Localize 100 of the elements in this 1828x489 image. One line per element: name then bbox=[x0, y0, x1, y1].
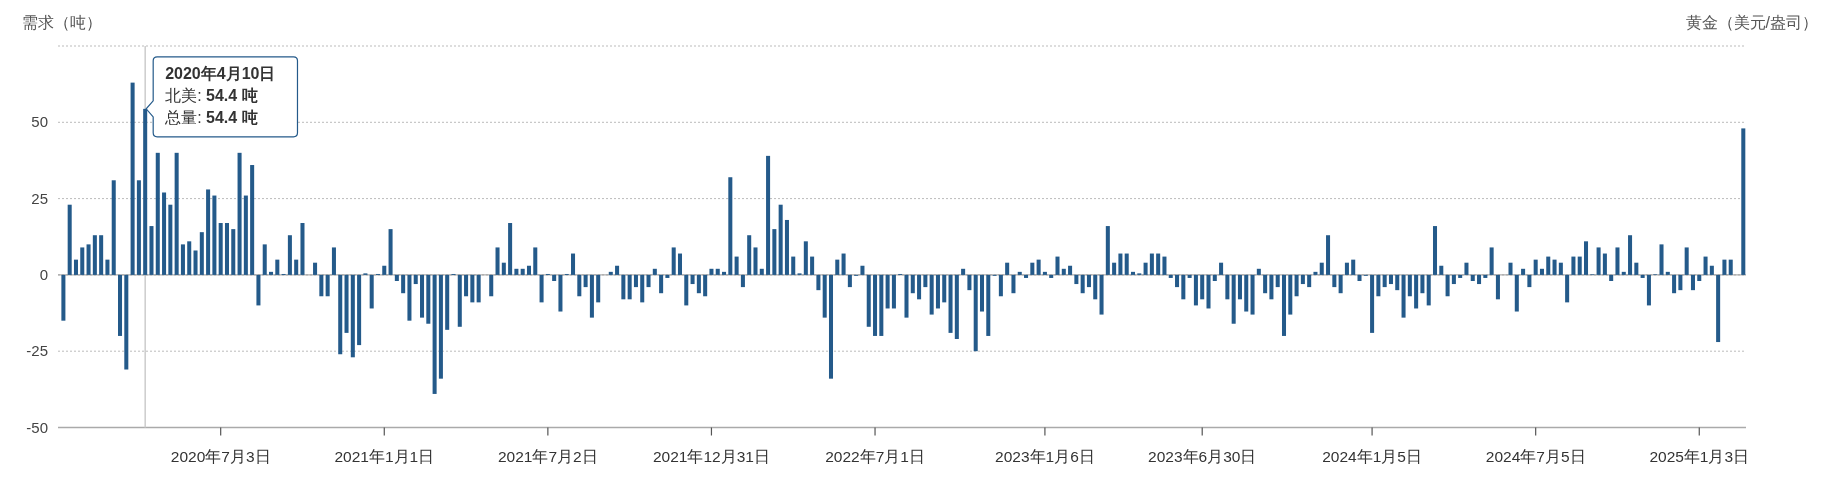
bar bbox=[162, 192, 167, 275]
annotation: 北美: 54.4 吨 bbox=[165, 86, 258, 104]
bar bbox=[539, 274, 544, 303]
bar bbox=[300, 223, 305, 275]
bar bbox=[149, 226, 154, 275]
bar bbox=[420, 274, 425, 318]
bar bbox=[1659, 244, 1664, 275]
bar bbox=[338, 274, 343, 355]
bar bbox=[608, 271, 613, 275]
bar bbox=[1451, 274, 1456, 285]
bar bbox=[1370, 274, 1375, 333]
bar bbox=[1187, 274, 1192, 278]
bar bbox=[1621, 271, 1626, 275]
bar bbox=[841, 253, 846, 275]
bar bbox=[199, 232, 204, 275]
bar bbox=[791, 256, 796, 275]
bar bbox=[904, 274, 909, 318]
bar bbox=[489, 274, 494, 297]
bar bbox=[224, 223, 229, 275]
bar bbox=[1011, 274, 1016, 294]
bar bbox=[1527, 274, 1532, 288]
bar bbox=[816, 274, 821, 291]
bar bbox=[1168, 274, 1173, 278]
bar bbox=[1684, 247, 1689, 275]
bar bbox=[1697, 274, 1702, 281]
bar bbox=[1068, 265, 1073, 275]
bar bbox=[105, 259, 110, 275]
bar bbox=[917, 274, 922, 300]
x-tick-label: 2024年1月5日 bbox=[1322, 447, 1422, 465]
bar bbox=[80, 247, 85, 275]
bar bbox=[1533, 259, 1538, 275]
bar bbox=[1074, 274, 1079, 285]
bar bbox=[413, 274, 418, 285]
bar bbox=[1628, 235, 1633, 275]
bar bbox=[1514, 274, 1519, 312]
bar bbox=[357, 274, 362, 346]
bar bbox=[1099, 274, 1104, 315]
bar bbox=[495, 247, 500, 275]
bar bbox=[1741, 128, 1746, 275]
bar bbox=[766, 155, 771, 275]
y-tick-label: 50 bbox=[31, 113, 48, 131]
bar bbox=[1294, 274, 1299, 297]
bar bbox=[1212, 274, 1217, 281]
bar bbox=[250, 165, 255, 275]
bar bbox=[1552, 259, 1557, 275]
bar bbox=[1584, 241, 1589, 275]
x-tick-label: 2023年1月6日 bbox=[995, 447, 1095, 465]
bar bbox=[671, 247, 676, 275]
bar bbox=[1175, 274, 1180, 288]
bar bbox=[1118, 253, 1123, 275]
bar bbox=[319, 274, 324, 297]
bar bbox=[382, 265, 387, 275]
bar bbox=[1483, 274, 1488, 278]
bar bbox=[1382, 274, 1387, 288]
bar bbox=[1351, 259, 1356, 275]
bar bbox=[470, 274, 475, 303]
bar bbox=[615, 265, 620, 275]
bar bbox=[1470, 274, 1475, 281]
bar bbox=[1061, 268, 1066, 275]
bar bbox=[1678, 274, 1683, 291]
bar bbox=[1042, 271, 1047, 275]
bar bbox=[1508, 262, 1513, 275]
bar bbox=[1640, 274, 1645, 278]
y-tick-label: 0 bbox=[39, 265, 48, 283]
bar bbox=[942, 274, 947, 303]
bar bbox=[1728, 259, 1733, 275]
bar bbox=[1017, 271, 1022, 275]
bar bbox=[1420, 274, 1425, 294]
bar bbox=[212, 195, 217, 275]
bar bbox=[445, 274, 450, 330]
y-tick-label: -50 bbox=[26, 418, 48, 436]
annotation: 总量: 54.4 吨 bbox=[164, 108, 258, 126]
bar bbox=[1231, 274, 1236, 324]
bar bbox=[633, 274, 638, 288]
bar bbox=[1275, 274, 1280, 288]
bar bbox=[1030, 262, 1035, 275]
bar bbox=[1401, 274, 1406, 318]
bar bbox=[1577, 256, 1582, 275]
bar bbox=[1565, 274, 1570, 303]
bar bbox=[558, 274, 563, 312]
bar bbox=[1024, 274, 1029, 278]
bar bbox=[1495, 274, 1500, 300]
bar bbox=[910, 274, 915, 294]
bar bbox=[1124, 253, 1129, 275]
bar bbox=[1200, 274, 1205, 300]
bar bbox=[659, 274, 664, 294]
bar bbox=[1288, 274, 1293, 315]
bar bbox=[1521, 268, 1526, 275]
bar bbox=[1634, 262, 1639, 275]
bar bbox=[231, 229, 236, 275]
bar bbox=[879, 274, 884, 336]
bar bbox=[262, 244, 267, 275]
bar bbox=[111, 180, 116, 275]
bar bbox=[1489, 247, 1494, 275]
x-tick-label: 2025年1月3日 bbox=[1649, 447, 1750, 465]
x-tick-label: 2020年7月3日 bbox=[170, 447, 271, 465]
bar bbox=[1596, 247, 1601, 275]
bar bbox=[703, 274, 708, 297]
x-tick-label: 2022年7月1日 bbox=[825, 447, 925, 465]
bar bbox=[621, 274, 626, 300]
